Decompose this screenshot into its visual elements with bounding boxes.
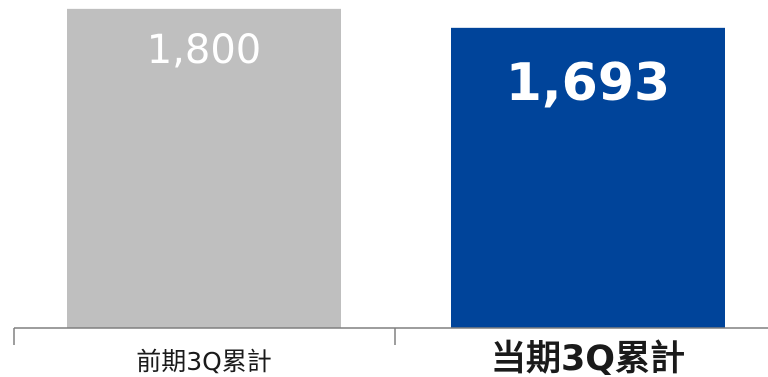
value-label-1: 1,800 — [147, 27, 262, 73]
value-label-2: 1,693 — [506, 53, 670, 113]
bar-1 — [67, 8, 341, 328]
category-label-1: 前期3Q累計 — [136, 347, 272, 376]
bar-2 — [451, 27, 725, 329]
category-label-2: 当期3Q累計 — [491, 339, 685, 377]
